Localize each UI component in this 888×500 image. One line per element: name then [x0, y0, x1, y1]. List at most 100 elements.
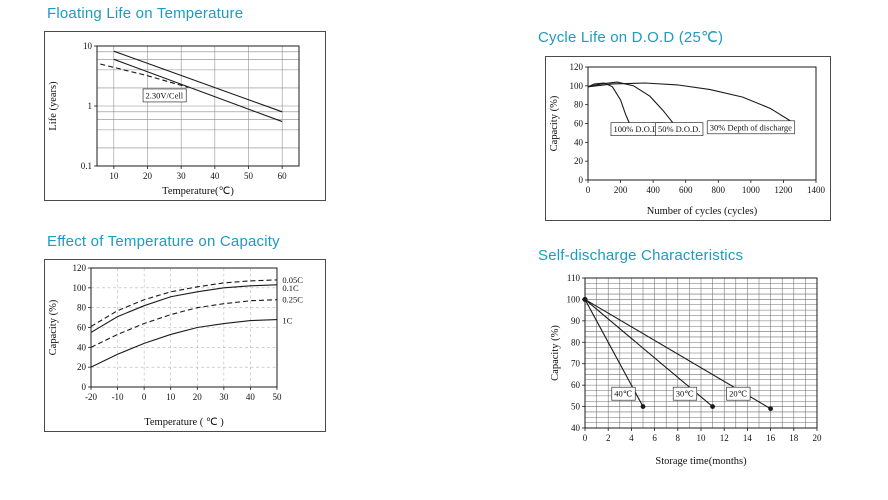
axis-ticks: 0 200 400 600 800 1000 1200 1400 0 20 40 60 80 100 120 — [570, 62, 826, 195]
svg-text:8: 8 — [676, 433, 681, 443]
annotation-box — [655, 122, 704, 137]
svg-text:100: 100 — [570, 81, 584, 91]
svg-text:30: 30 — [177, 171, 187, 181]
svg-text:20: 20 — [143, 171, 153, 181]
svg-text:20: 20 — [574, 156, 584, 166]
annotation-label: 20℃ — [729, 389, 748, 399]
svg-text:80: 80 — [571, 337, 581, 347]
svg-text:400: 400 — [646, 185, 660, 195]
svg-text:14: 14 — [743, 433, 753, 443]
y-axis-label: Capacity (%) — [48, 299, 59, 355]
chart-temp-capacity: -20 -10 0 10 20 30 40 50 0 20 40 60 80 100 120 Temperat… — [44, 259, 326, 432]
point-marker — [582, 297, 588, 302]
svg-text:1: 1 — [88, 101, 93, 111]
svg-text:40: 40 — [246, 392, 256, 402]
annotation-box — [672, 386, 698, 401]
svg-text:60: 60 — [574, 119, 584, 129]
series-float-life-upper — [113, 50, 283, 113]
chart-cycle-life: 0 200 400 600 800 1000 1200 1400 0 20 40 60 80 100 120… — [545, 56, 831, 221]
svg-text:0: 0 — [82, 382, 87, 392]
svg-text:10: 10 — [166, 392, 176, 402]
annotation-label: 30% Depth of discharge — [710, 122, 792, 132]
svg-text:12: 12 — [720, 433, 729, 443]
chart-self-discharge: 0 2 4 6 8 10 12 14 16 18 20 40 50 60 70 80 90 100 110 Stora… — [547, 270, 833, 470]
svg-text:70: 70 — [571, 359, 581, 369]
axis-ticks: -20 -10 0 10 20 30 40 50 0 20 40 60 80 100 120 — [73, 263, 283, 402]
svg-text:0: 0 — [142, 392, 147, 402]
series-float-life-lower — [113, 58, 283, 123]
series-rate-0.25C — [90, 299, 278, 348]
svg-text:4: 4 — [629, 433, 634, 443]
chart-title-self-discharge: Self-discharge Characteristics — [538, 247, 744, 264]
annotation-label: 0.1C — [282, 283, 299, 293]
svg-text:110: 110 — [567, 273, 581, 283]
svg-text:20: 20 — [813, 433, 823, 443]
series-rate-0.05C — [90, 279, 278, 327]
svg-text:40: 40 — [210, 171, 220, 181]
point-marker — [768, 406, 773, 412]
svg-text:40: 40 — [77, 342, 87, 352]
svg-text:120: 120 — [570, 62, 584, 72]
svg-text:0: 0 — [579, 175, 584, 185]
x-axis-label: Number of cycles (cycles) — [647, 206, 758, 217]
svg-text:18: 18 — [789, 433, 799, 443]
svg-text:-10: -10 — [112, 392, 124, 402]
svg-text:1000: 1000 — [742, 185, 761, 195]
svg-text:60: 60 — [278, 171, 288, 181]
svg-text:800: 800 — [712, 185, 726, 195]
axis-ticks: 10 20 30 40 50 60 0.1 1 10 — [81, 41, 287, 181]
gridlines — [91, 268, 277, 387]
svg-text:60: 60 — [77, 323, 87, 333]
annotation-label: 2.30V/Cell — [146, 90, 184, 100]
annotation-box — [726, 386, 751, 401]
svg-text:100: 100 — [567, 294, 581, 304]
chart-canvas-cycle-life: 0 200 400 600 800 1000 1200 1400 0 20 40 60 80 100 120… — [549, 62, 826, 217]
svg-text:50: 50 — [244, 171, 254, 181]
series-float-life-dashed — [100, 63, 189, 88]
svg-text:2: 2 — [606, 433, 611, 443]
y-axis-label: Capacity (%) — [549, 95, 560, 151]
svg-text:40: 40 — [574, 137, 584, 147]
svg-text:50: 50 — [273, 392, 283, 402]
annotation-box — [611, 386, 636, 401]
svg-text:10: 10 — [109, 171, 119, 181]
chart-canvas-temp-capacity: -20 -10 0 10 20 30 40 50 0 20 40 60 80 100 120 Temperat… — [48, 263, 303, 428]
svg-text:60: 60 — [571, 380, 581, 390]
svg-text:20: 20 — [77, 362, 87, 372]
annotation-label: 30℃ — [676, 389, 695, 399]
annotation-label: 50% D.O.D. — [658, 124, 701, 134]
series-dod-100 — [587, 82, 631, 124]
svg-text:120: 120 — [73, 263, 87, 273]
series-dod-30 — [587, 82, 792, 123]
svg-text:0: 0 — [583, 433, 588, 443]
svg-text:-20: -20 — [85, 392, 97, 402]
svg-text:80: 80 — [77, 303, 87, 313]
chart-title-floating-life: Floating Life on Temperature — [47, 5, 244, 22]
svg-text:0.1: 0.1 — [81, 161, 92, 171]
series-rate-1C — [90, 319, 278, 368]
chart-title-cycle-life: Cycle Life on D.O.D (25℃) — [538, 29, 724, 46]
svg-text:20: 20 — [193, 392, 203, 402]
x-axis-label: Temperature(℃) — [162, 186, 234, 197]
svg-text:100: 100 — [73, 283, 87, 293]
x-axis-label: Storage time(months) — [655, 456, 747, 467]
annotation-label: 1C — [282, 316, 292, 326]
chart-floating-life: 10 20 30 40 50 60 0.1 1 10 Temperature(℃) Life (ye… — [44, 31, 326, 201]
svg-text:10: 10 — [697, 433, 707, 443]
annotation-label: 0.25C — [282, 295, 303, 305]
point-marker — [710, 404, 715, 409]
svg-text:200: 200 — [614, 185, 628, 195]
x-axis-label: Temperature ( ℃ ) — [144, 417, 224, 428]
series-dod-50 — [587, 81, 674, 123]
annotation-label: 0.05C — [282, 275, 303, 285]
axis-ticks: 0 2 4 6 8 10 12 14 16 18 20 40 50 60 70 80 90 100 110 — [567, 273, 823, 443]
svg-text:40: 40 — [571, 423, 581, 433]
svg-text:50: 50 — [571, 402, 581, 412]
chart-title-temp-capacity: Effect of Temperature on Capacity — [47, 233, 280, 250]
svg-text:6: 6 — [652, 433, 657, 443]
gridlines — [584, 277, 818, 429]
annotation-label: 40℃ — [614, 389, 633, 399]
svg-text:80: 80 — [574, 100, 584, 110]
annotation-label: 100% D.O.D. — [613, 124, 660, 134]
y-axis-label: Life (years) — [48, 81, 59, 131]
